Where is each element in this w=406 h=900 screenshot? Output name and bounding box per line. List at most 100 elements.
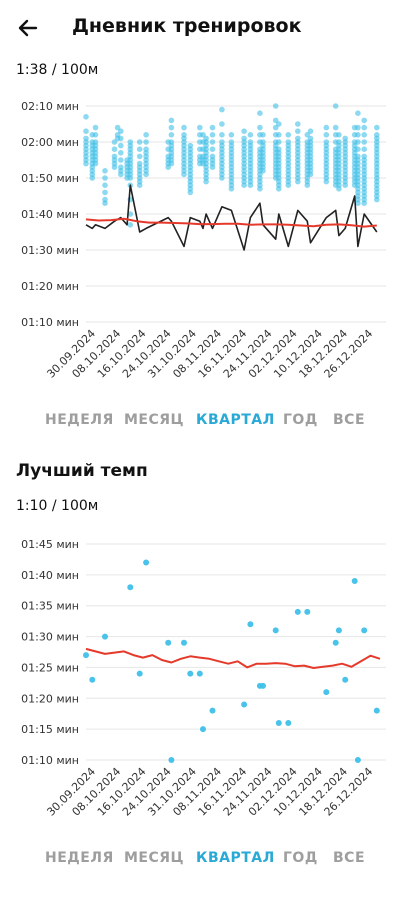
average-pace-value: 1:38 / 100м [16,62,99,78]
data-point [285,132,292,138]
data-point [114,124,121,131]
data-point [118,142,124,149]
data-point [241,128,247,134]
pace-period-tab-3[interactable]: ГОД [283,412,318,428]
data-point [127,139,134,145]
data-point [209,707,216,714]
data-point [355,146,361,152]
data-point [89,175,96,181]
data-point [209,164,216,170]
data-point [118,150,124,156]
y-tick-label: 01:15 мин [21,723,79,736]
y-tick-label: 02:10 мин [21,100,79,113]
data-point [209,146,216,152]
y-tick-label: 02:00 мин [21,136,79,149]
data-point [332,639,339,646]
best-pace-period-tab-2[interactable]: КВАРТАЛ [196,850,275,866]
data-point [168,160,175,167]
back-arrow-icon[interactable] [12,12,44,44]
best-pace-period-tab-3[interactable]: ГОД [283,850,318,866]
data-point [335,627,342,634]
data-point [102,633,108,640]
best-pace-period-tab-1[interactable]: МЕСЯЦ [124,850,185,866]
pace-period-tab-2[interactable]: КВАРТАЛ [196,412,275,428]
data-point [143,139,149,145]
data-point [373,707,380,714]
data-point [200,726,206,733]
data-point [127,211,134,217]
y-tick-label: 01:30 мин [21,631,79,644]
y-tick-label: 01:40 мин [21,569,79,582]
data-point [355,200,361,206]
data-point [323,132,330,138]
data-point [219,132,225,138]
data-point [168,124,175,131]
data-point [92,132,99,138]
data-point [219,175,225,181]
data-point [354,757,361,763]
y-tick-label: 01:30 мин [21,244,79,257]
average-trend-line [85,217,377,228]
series-line [85,184,378,251]
data-point [89,676,96,683]
data-point [219,121,225,127]
data-point [342,182,349,188]
data-point [102,182,108,188]
data-point [143,171,149,178]
data-point [275,720,282,726]
data-point [332,124,339,131]
data-point [127,584,134,591]
y-tick-label: 01:20 мин [21,280,79,293]
data-point [276,186,282,192]
data-point [276,121,282,127]
y-tick-label: 01:40 мин [21,208,79,221]
data-point [323,689,330,696]
data-point [118,157,124,163]
pace-period-tab-4[interactable]: ВСЕ [333,412,366,428]
data-point [361,139,368,145]
data-point [181,124,187,131]
data-point [219,106,225,113]
data-point [260,168,266,174]
data-point [336,186,342,192]
data-point [143,132,149,138]
data-point [102,175,108,181]
y-tick-label: 01:10 мин [21,754,79,767]
data-point [203,178,209,185]
data-point [247,132,254,138]
pace-period-tab-1[interactable]: МЕСЯЦ [124,412,185,428]
best-pace-period-tab-4[interactable]: ВСЕ [333,850,366,866]
data-point [118,171,124,178]
data-point [361,117,368,124]
data-point [228,132,235,138]
data-point [102,168,108,174]
data-point [332,103,339,109]
data-point [272,103,279,109]
data-point [127,222,134,228]
pace-period-tab-0[interactable]: НЕДЕЛЯ [45,412,114,428]
y-tick-label: 01:10 мин [21,316,79,329]
data-point [323,124,330,131]
data-point [307,171,314,178]
data-point [118,128,124,134]
data-point [355,124,361,131]
data-point [181,639,187,646]
data-point [336,132,342,138]
y-tick-label: 01:20 мин [21,692,79,705]
data-point [111,164,118,170]
data-point [92,124,99,131]
data-point [209,139,216,145]
data-point [361,124,368,131]
data-point [295,121,301,127]
data-point [197,124,203,131]
data-point [83,652,89,659]
best-pace-chart: 01:10 мин 01:15 мин 01:20 мин 01:25 мин 01:3… [21,538,386,819]
data-point [294,608,301,615]
data-point [361,146,368,152]
data-point [209,132,216,138]
data-point [257,186,263,192]
data-point [165,164,171,170]
best-pace-period-tab-0[interactable]: НЕДЕЛЯ [45,850,114,866]
top-app-bar: Дневник тренировок [0,0,406,56]
data-point [374,196,380,203]
